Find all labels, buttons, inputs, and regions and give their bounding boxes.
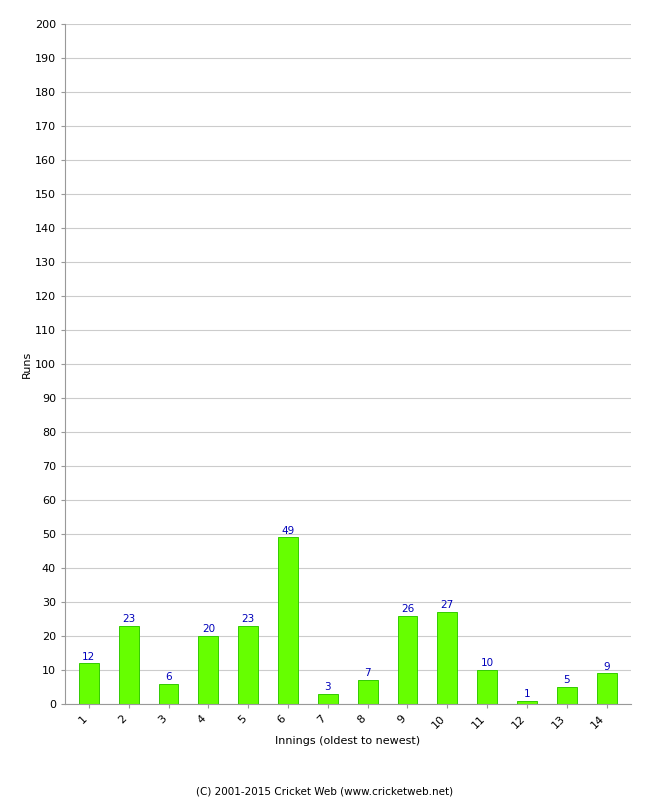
Bar bbox=[239, 626, 258, 704]
Text: 10: 10 bbox=[480, 658, 494, 668]
Text: 3: 3 bbox=[324, 682, 331, 692]
X-axis label: Innings (oldest to newest): Innings (oldest to newest) bbox=[275, 736, 421, 746]
Bar bbox=[477, 670, 497, 704]
Text: 9: 9 bbox=[603, 662, 610, 672]
Text: (C) 2001-2015 Cricket Web (www.cricketweb.net): (C) 2001-2015 Cricket Web (www.cricketwe… bbox=[196, 786, 454, 796]
Text: 1: 1 bbox=[524, 689, 530, 699]
Bar bbox=[398, 616, 417, 704]
Bar bbox=[159, 683, 179, 704]
Bar bbox=[358, 680, 378, 704]
Text: 49: 49 bbox=[281, 526, 294, 536]
Bar bbox=[119, 626, 138, 704]
Text: 6: 6 bbox=[165, 672, 172, 682]
Text: 23: 23 bbox=[242, 614, 255, 624]
Bar bbox=[278, 538, 298, 704]
Text: 27: 27 bbox=[441, 601, 454, 610]
Bar bbox=[557, 687, 577, 704]
Y-axis label: Runs: Runs bbox=[22, 350, 32, 378]
Text: 12: 12 bbox=[83, 651, 96, 662]
Text: 5: 5 bbox=[564, 675, 570, 686]
Text: 26: 26 bbox=[401, 604, 414, 614]
Bar bbox=[79, 663, 99, 704]
Text: 7: 7 bbox=[365, 669, 371, 678]
Bar bbox=[437, 612, 457, 704]
Text: 23: 23 bbox=[122, 614, 135, 624]
Bar bbox=[597, 674, 617, 704]
Text: 20: 20 bbox=[202, 624, 215, 634]
Bar bbox=[198, 636, 218, 704]
Bar bbox=[517, 701, 537, 704]
Bar bbox=[318, 694, 338, 704]
